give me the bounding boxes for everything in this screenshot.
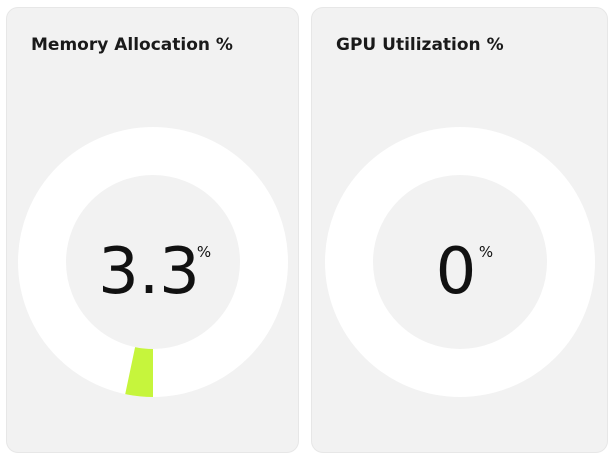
gauge-unit: % xyxy=(479,243,493,261)
gauge-fill-arc xyxy=(125,347,153,397)
memory-allocation-panel: Memory Allocation % 3.3 % xyxy=(6,7,299,453)
gauge-value: 3.3 xyxy=(98,235,200,309)
memory-allocation-gauge: 3.3 % xyxy=(18,127,288,397)
gpu-utilization-gauge: 0 % xyxy=(325,127,595,397)
gauge-unit: % xyxy=(197,243,211,261)
gauge-track xyxy=(325,127,595,397)
gpu-utilization-panel: GPU Utilization % 0 % xyxy=(311,7,608,453)
gauge-value: 0 xyxy=(436,235,477,309)
memory-allocation-title: Memory Allocation % xyxy=(31,35,233,55)
gpu-utilization-title: GPU Utilization % xyxy=(336,35,504,55)
